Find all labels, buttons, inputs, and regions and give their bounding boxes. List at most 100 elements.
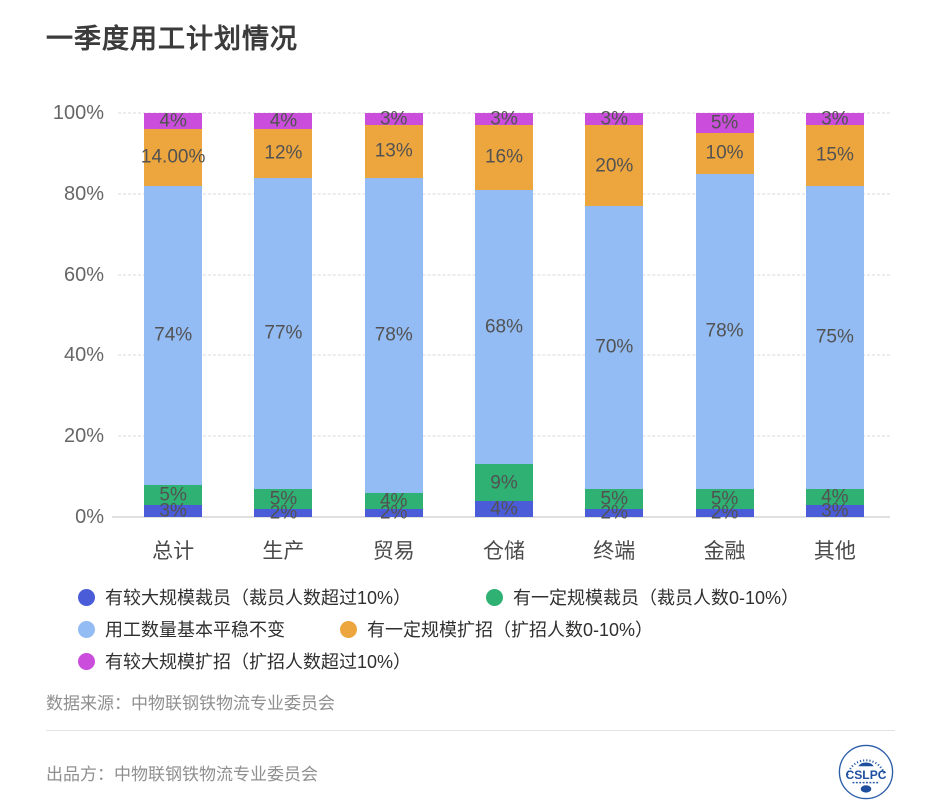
bar-segment-label: 4% (821, 486, 849, 508)
x-tick-label: 生产 (262, 540, 305, 563)
bar-segment: 77% (254, 177, 313, 489)
bar-segment-label: 3% (159, 500, 187, 522)
bar-segment: 13% (364, 125, 423, 178)
legend-label: 有一定规模裁员（裁员人数0-10%） (513, 588, 800, 608)
legend-dot (78, 620, 95, 638)
bar-segment-label: 5% (600, 488, 629, 510)
bar-segment-label: 77% (264, 322, 303, 344)
bar-column: 2% 5% 78% 10% 5% (695, 112, 754, 522)
bar-segment: 74% (144, 185, 203, 485)
bar-column: 2% 5% 70% 20% 3% (585, 110, 644, 522)
x-tick-label: 终端 (593, 540, 636, 563)
logo-text: CSLPC (846, 768, 887, 782)
bar-column: 3% 5% 74% 14.00% 4% (140, 110, 206, 521)
bar-segment-label: 4% (269, 110, 298, 132)
bar-segment: 3% (475, 110, 533, 129)
divider (46, 730, 895, 731)
bar-segment-label: 70% (595, 336, 634, 358)
y-tick-label: 60% (63, 263, 104, 286)
bar-segment-label: 78% (374, 324, 413, 346)
bar-segment-label: 15% (815, 144, 854, 166)
bar-segment: 75% (805, 185, 864, 489)
bar-segment-label: 3% (600, 108, 629, 130)
bar-segment-label: 14.00% (140, 146, 206, 168)
bar-segment: 14.00% (140, 129, 206, 186)
bar-segment: 5% (254, 488, 313, 510)
bar-segment: 20% (585, 125, 644, 206)
bar-segment-label: 4% (379, 490, 408, 512)
bar-column: 4% 9% 68% 16% 3% (475, 110, 533, 520)
bar-segment: 3% (364, 110, 423, 129)
legend-dot (78, 588, 95, 606)
bar-segment-label: 5% (159, 484, 187, 506)
bar-segment-label: 2% (600, 502, 629, 524)
bar-segment-label: 5% (710, 488, 739, 510)
bar-segment: 2% (254, 503, 313, 522)
legend-item: 有较大规模扩招（扩招人数超过10%） (78, 645, 478, 677)
bar-segment-label: 5% (269, 488, 298, 510)
legend-label: 有一定规模扩招（扩招人数0-10%） (367, 620, 654, 640)
bar-segment-label: 12% (264, 142, 303, 164)
bar-segment: 9% (475, 464, 533, 501)
plot-area: 总计 生产 贸易 仓储 终端 金融 其他 0% 20% 40% 60% 80% 100% 3% 5% 74%… (53, 103, 890, 563)
bar-segment: 4% (805, 486, 864, 508)
legend: 有较大规模裁员（裁员人数超过10%） 有一定规模裁员（裁员人数0-10%） 用工数量… (78, 581, 888, 677)
bar-segment-label: 74% (154, 324, 193, 346)
cslpc-logo: CSLPC (838, 744, 894, 800)
bar-segment: 2% (585, 503, 644, 522)
bar-segment-label: 68% (484, 316, 524, 338)
gridline (118, 112, 890, 114)
x-tick-label: 仓储 (483, 540, 525, 563)
bar-segment-label: 2% (379, 502, 408, 524)
y-tick-label: 20% (63, 425, 104, 448)
x-tick-label: 金融 (703, 540, 746, 563)
producer-text: 出品方：中物联钢铁物流专业委员会 (46, 764, 318, 784)
bar-segment: 3% (805, 110, 864, 129)
bar-segment-label: 20% (595, 155, 634, 177)
bar-segment-label: 3% (821, 500, 849, 522)
legend-label: 有较大规模扩招（扩招人数超过10%） (105, 652, 412, 672)
bar-segment: 70% (585, 205, 644, 489)
bar-segment: 3% (585, 110, 644, 129)
bar-segment-label: 4% (159, 110, 187, 132)
data-source-text: 数据来源：中物联钢铁物流专业委员会 (46, 694, 335, 713)
bar-segment: 2% (364, 503, 423, 522)
bar-segment: 10% (695, 133, 754, 174)
bar-segment: 4% (475, 498, 533, 520)
bar-segment-label: 13% (374, 140, 413, 162)
bar-segment-label: 2% (710, 502, 739, 524)
footer: 出品方：中物联钢铁物流专业委员会 CSLPC (46, 743, 895, 800)
bar-segment-label: 5% (710, 112, 739, 134)
bar-segment: 78% (364, 177, 423, 493)
legend-label: 有较大规模裁员（裁员人数超过10%） (105, 588, 412, 608)
bar-segment-label: 75% (815, 326, 854, 348)
bar-segment-label: 4% (490, 498, 518, 520)
bar-segment-label: 3% (490, 108, 518, 130)
bar-segment: 4% (144, 110, 203, 132)
bar-segment-label: 10% (705, 142, 744, 164)
bar-column: 2% 4% 78% 13% 3% (364, 110, 423, 522)
legend-item: 有较大规模裁员（裁员人数超过10%） (78, 581, 486, 613)
bar-segment: 5% (144, 484, 203, 506)
bar-segment: 5% (585, 488, 644, 510)
bar-segment: 3% (144, 501, 203, 520)
chart: 总计 生产 贸易 仓储 终端 金融 其他 0% 20% 40% 60% 80% 100% 3% 5% 74%… (0, 103, 941, 563)
legend-item: 有一定规模扩招（扩招人数0-10%） (340, 613, 730, 645)
bar-segment: 16% (475, 125, 533, 190)
bar-segment: 4% (254, 110, 313, 132)
legend-dot (78, 652, 95, 670)
bar-segment: 78% (695, 173, 754, 489)
bar-column: 2% 5% 77% 12% 4% (254, 110, 313, 522)
bar-column: 3% 4% 75% 15% 3% (805, 110, 864, 522)
bar-segment-label: 78% (705, 320, 744, 342)
bar-segment: 68% (475, 189, 533, 465)
legend-dot (486, 588, 503, 606)
y-tick-label: 40% (63, 344, 104, 367)
y-tick-label: 80% (63, 182, 104, 205)
x-tick-label: 其他 (813, 540, 856, 563)
y-tick-label: 0% (75, 506, 104, 528)
bar-segment: 4% (364, 490, 423, 512)
bar-segment: 5% (695, 112, 754, 134)
gridline (112, 516, 890, 518)
y-tick-label: 100% (52, 102, 104, 124)
